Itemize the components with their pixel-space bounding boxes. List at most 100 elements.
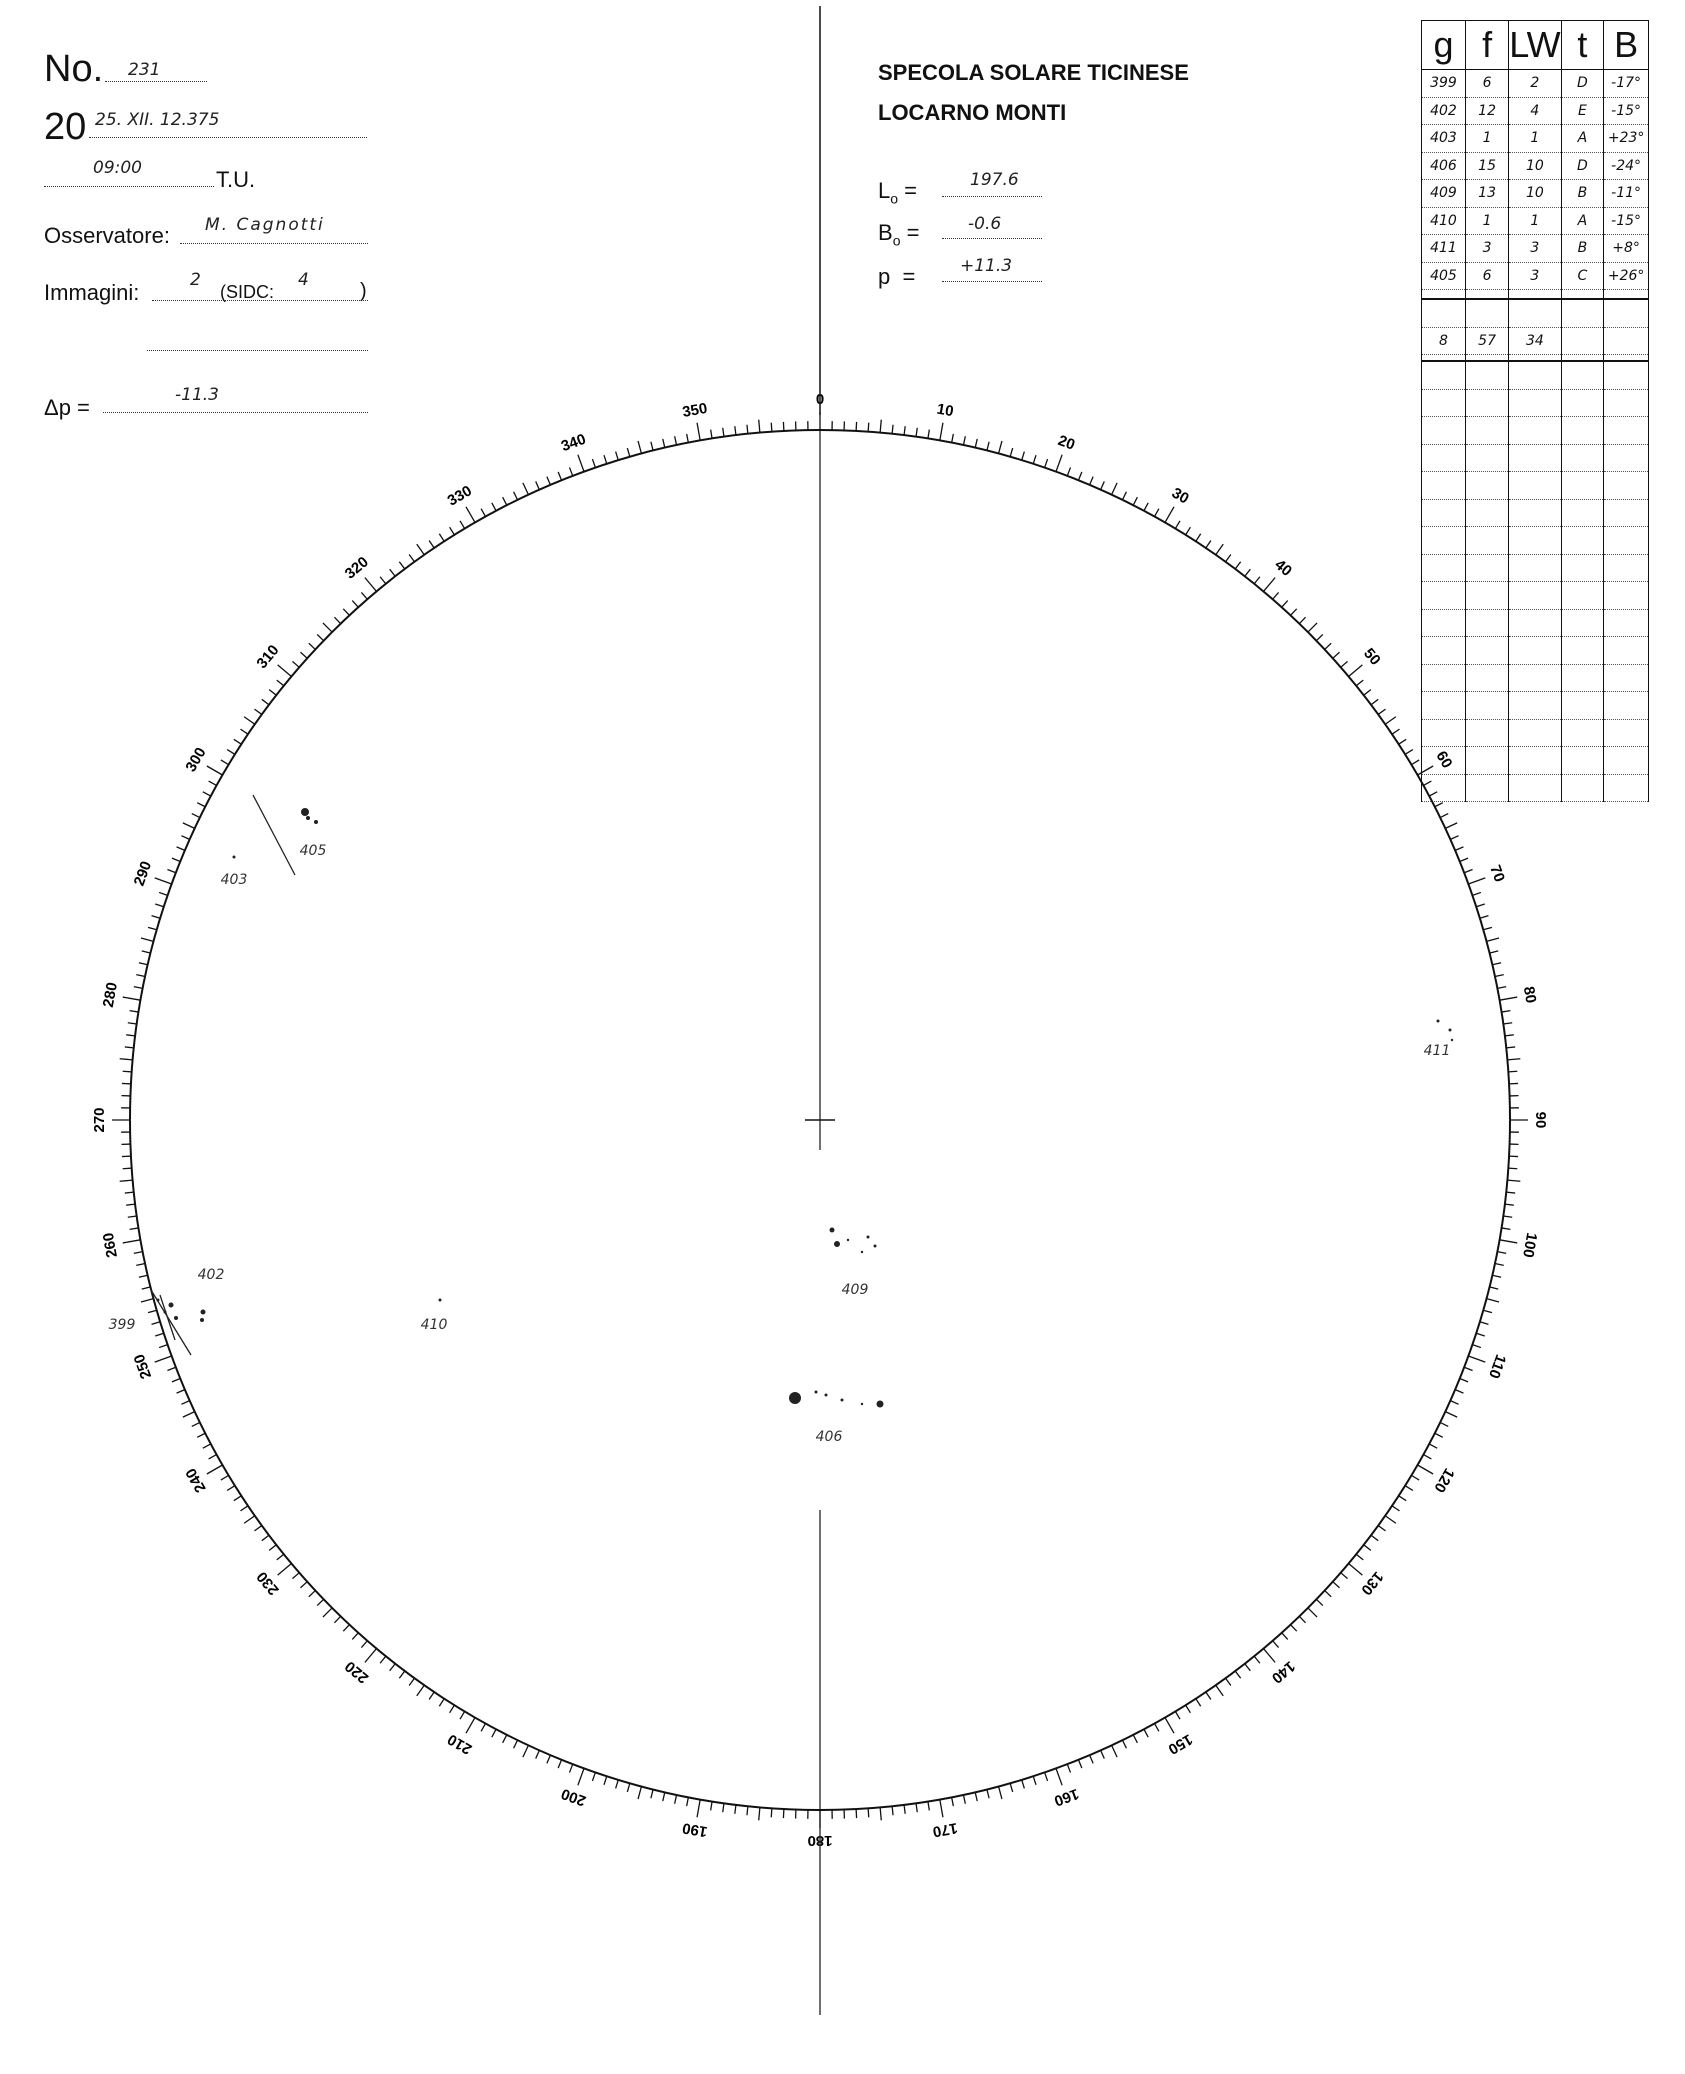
table-separator xyxy=(1421,289,1649,300)
table-cell xyxy=(1508,691,1562,720)
dial-tick xyxy=(261,698,270,706)
dial-tick xyxy=(129,1227,139,1230)
dial-tick xyxy=(1100,1750,1105,1759)
dial-tick xyxy=(206,1464,223,1475)
dial-tick xyxy=(1055,454,1063,472)
dial-tick xyxy=(1132,1734,1138,1744)
table-cell xyxy=(1421,581,1466,610)
dial-tick xyxy=(449,1704,455,1714)
table-cell xyxy=(1560,581,1605,610)
dial-tick xyxy=(1355,1553,1364,1561)
dial-tick xyxy=(1153,508,1160,517)
dial-tick xyxy=(398,1670,406,1679)
table-row: 399 6 2 D -17° xyxy=(1421,69,1649,98)
dial-tick xyxy=(1479,915,1489,919)
dial-label: 70 xyxy=(1486,863,1508,884)
table-row-empty xyxy=(1421,774,1649,802)
dial-tick xyxy=(1355,679,1364,687)
observer-value: M. Cagnotti xyxy=(205,215,325,235)
sunspot xyxy=(873,1244,877,1248)
table-row-empty xyxy=(1421,581,1649,610)
table-row-empty xyxy=(1421,299,1649,328)
lo-line xyxy=(942,196,1042,197)
sidc-label: (SIDC: xyxy=(220,282,274,302)
dial-tick xyxy=(220,1474,229,1481)
dial-tick xyxy=(196,802,206,808)
dial-tick xyxy=(408,554,415,563)
dial-tick xyxy=(758,1807,761,1821)
dial-tick xyxy=(138,1274,148,1278)
dial-tick xyxy=(710,1801,713,1811)
table-cell xyxy=(1603,361,1649,390)
dial-tick xyxy=(1370,698,1379,706)
dial-tick xyxy=(662,438,666,448)
dial-tick xyxy=(316,633,325,642)
table-row-empty xyxy=(1421,499,1649,527)
dial-tick xyxy=(333,616,342,625)
dial-tick xyxy=(147,926,157,931)
dial-tick xyxy=(126,1034,136,1037)
table-cell xyxy=(1560,746,1605,775)
dial-tick xyxy=(1332,1581,1340,1589)
dial-tick xyxy=(233,1495,242,1502)
dial-label: 200 xyxy=(559,1785,588,1810)
table-cell xyxy=(1508,526,1562,555)
table-totals-row: 8 57 34 xyxy=(1421,327,1649,355)
dial-tick xyxy=(1281,600,1289,608)
dial-tick xyxy=(322,1607,333,1618)
dial-label: 140 xyxy=(1268,1657,1298,1686)
table-cell xyxy=(1508,416,1562,445)
dial-tick xyxy=(1428,791,1438,797)
dial-label: 240 xyxy=(182,1465,209,1495)
dial-tick xyxy=(1503,1215,1513,1218)
dial-tick xyxy=(522,1745,529,1758)
dial-tick xyxy=(1121,491,1128,501)
dial-tick xyxy=(1463,1366,1473,1372)
table-cell xyxy=(1508,746,1562,775)
sunspot xyxy=(174,1316,178,1320)
dial-tick xyxy=(502,1734,508,1744)
observer-label: Osservatore: xyxy=(44,223,170,248)
dial-tick xyxy=(292,1572,300,1580)
table-cell: 6 xyxy=(1464,262,1510,290)
dial-label: 50 xyxy=(1360,645,1384,669)
dial-tick xyxy=(389,1663,396,1672)
dial-tick xyxy=(122,1167,132,1170)
dial-tick xyxy=(191,812,201,819)
dial-tick xyxy=(154,1355,172,1363)
table-cell: 2 xyxy=(1508,69,1562,98)
sunspot xyxy=(860,1402,864,1406)
dial-tick xyxy=(1174,1711,1181,1720)
dial-label: 160 xyxy=(1052,1785,1081,1810)
table-cell xyxy=(1603,581,1649,610)
delta-p-label: Δp = xyxy=(44,395,90,420)
dial-tick xyxy=(202,791,212,797)
table-cell: 3 xyxy=(1464,234,1510,263)
dial-tick xyxy=(1021,1779,1025,1789)
dial-tick xyxy=(268,689,277,696)
table-cell: 34 xyxy=(1508,327,1562,355)
dial-tick xyxy=(734,426,737,436)
table-cell xyxy=(1508,471,1562,500)
group-marker-line xyxy=(159,1294,176,1341)
table-cell xyxy=(1603,389,1649,417)
table-cell: -11° xyxy=(1603,179,1649,208)
dial-tick xyxy=(389,568,396,577)
dial-tick xyxy=(1066,1763,1072,1773)
dial-tick xyxy=(1476,903,1485,908)
dial-tick xyxy=(208,780,217,787)
dial-tick xyxy=(1384,1515,1397,1524)
dial-tick xyxy=(360,592,368,600)
dial-tick xyxy=(491,1728,497,1738)
table-cell xyxy=(1560,444,1605,472)
dial-tick xyxy=(465,1717,476,1734)
time-value: 09:00 xyxy=(93,158,142,178)
table-cell xyxy=(1560,499,1605,527)
dial-tick xyxy=(364,577,377,592)
table-cell xyxy=(1464,636,1510,665)
dial-tick xyxy=(1497,1251,1507,1255)
dial-tick xyxy=(1363,1544,1372,1551)
dial-tick xyxy=(1450,1400,1459,1405)
dial-tick xyxy=(181,835,190,840)
dial-tick xyxy=(867,422,870,432)
